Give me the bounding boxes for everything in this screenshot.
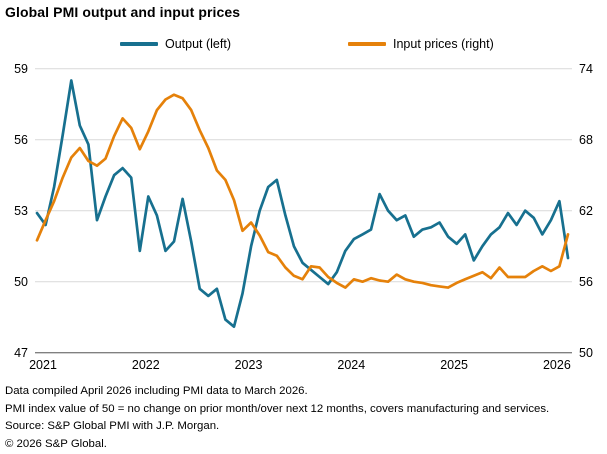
- input-prices-series-line: [35, 93, 570, 289]
- legend-label-output: Output (left): [165, 37, 231, 51]
- left-axis-tick-label: 50: [14, 275, 28, 289]
- output-series-line: [35, 79, 570, 329]
- right-axis-tick-label: 56: [579, 275, 593, 289]
- right-axis-tick-label: 74: [579, 62, 593, 76]
- left-axis-tick-label: 59: [14, 62, 28, 76]
- right-axis-tick-label: 50: [579, 346, 593, 360]
- legend-item-input-prices: Input prices (right): [348, 37, 494, 51]
- left-axis-tick-label: 56: [14, 133, 28, 147]
- input-prices-line-swatch-icon: [348, 42, 386, 46]
- right-axis-tick-label: 68: [579, 133, 593, 147]
- footnote-copyright: © 2026 S&P Global.: [5, 437, 107, 450]
- output-line-swatch-icon: [120, 42, 158, 46]
- footnote-source: Source: S&P Global PMI with J.P. Morgan.: [5, 420, 220, 433]
- legend-item-output: Output (left): [120, 37, 231, 51]
- x-axis-year-label: 2022: [132, 358, 160, 372]
- x-axis-year-label: 2026: [543, 358, 571, 372]
- right-axis-tick-label: 62: [579, 204, 593, 218]
- footnotes: Data compiled April 2026 including PMI d…: [5, 383, 549, 453]
- x-axis-year-label: 2023: [235, 358, 263, 372]
- x-axis-year-label: 2025: [440, 358, 468, 372]
- left-axis-tick-label: 53: [14, 204, 28, 218]
- pmi-chart-svg: 59 74 56 68 53 62 50 56 47 50 2021 2022 2023 2024 2025…: [14, 62, 593, 372]
- page-title: Global PMI output and input prices: [5, 4, 241, 20]
- legend-label-input-prices: Input prices (right): [393, 37, 494, 51]
- footnote-definition: PMI index value of 50 = no change on pri…: [5, 402, 550, 415]
- footnote-compiled: Data compiled April 2026 including PMI d…: [5, 385, 308, 397]
- x-axis-year-label: 2021: [29, 358, 57, 372]
- x-axis-year-label: 2024: [337, 358, 365, 372]
- left-axis-tick-label: 47: [14, 346, 28, 360]
